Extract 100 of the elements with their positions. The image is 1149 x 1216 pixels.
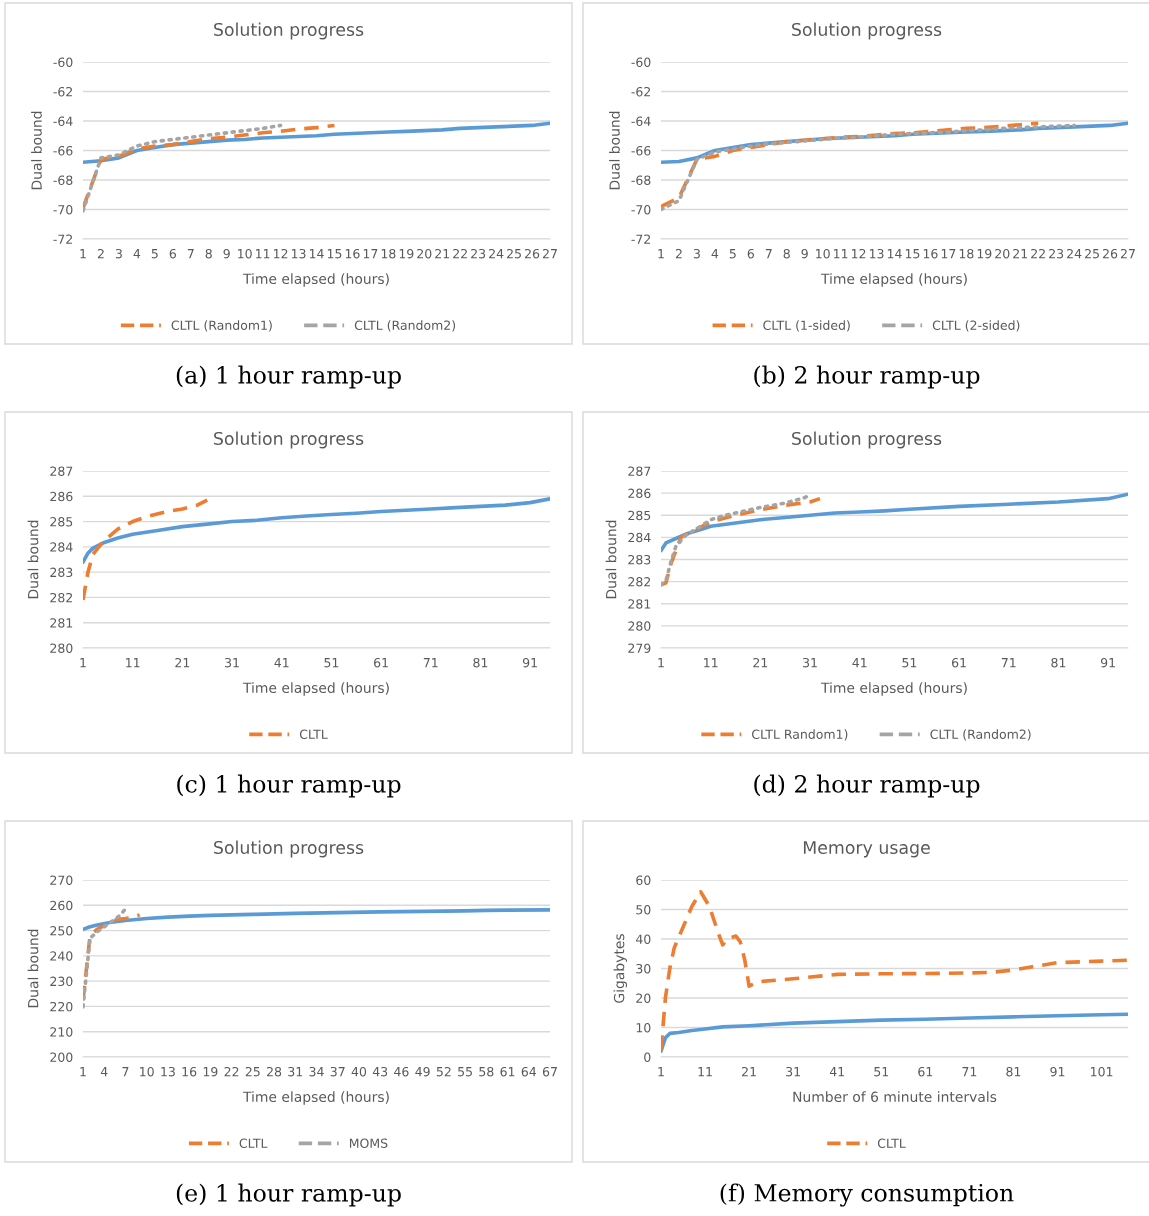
x-tick-label: 46 xyxy=(394,1066,409,1077)
x-tick-label: 25 xyxy=(507,248,521,259)
text: (f) Memory consumption xyxy=(720,1183,1014,1207)
y-axis-title: Dual bound xyxy=(27,929,39,1008)
x-axis-title: Time elapsed (hours) xyxy=(820,682,967,696)
y-tick-label: -60 xyxy=(631,57,651,67)
x-tick-label: 37 xyxy=(330,1066,345,1077)
x-tick-label: 1 xyxy=(658,1067,664,1077)
y-tick-label: 60 xyxy=(636,875,651,885)
x-tick-label: 25 xyxy=(1085,248,1099,259)
x-tick-label: 26 xyxy=(1103,248,1118,259)
x-tick-label: 1 xyxy=(658,249,664,259)
y-tick-label: 0 xyxy=(644,1052,651,1062)
x-tick-label: 15 xyxy=(905,249,920,259)
text: (d) 2 hour ramp-up xyxy=(754,774,980,798)
x-tick-label: 7 xyxy=(187,249,194,259)
x-tick-label: 9 xyxy=(801,248,808,259)
text: (a) 1 hour ramp-up xyxy=(176,365,401,389)
x-tick-label: 31 xyxy=(803,657,817,668)
x-tick-label: 10 xyxy=(238,248,252,259)
x-tick-label: 1 xyxy=(80,249,86,259)
x-tick-label: 15 xyxy=(327,249,342,259)
x-tick-label: 34 xyxy=(309,1066,324,1077)
y-tick-label: 50 xyxy=(636,904,651,915)
x-tick-label: 13 xyxy=(869,248,884,259)
x-tick-label: 13 xyxy=(291,248,306,259)
y-axis-title: Dual bound xyxy=(609,111,620,190)
y-tick-label: 283 xyxy=(50,567,73,578)
x-tick-label: 16 xyxy=(182,1066,197,1077)
x-tick-label: 8 xyxy=(783,248,790,259)
y-tick-label: -64 xyxy=(53,116,73,126)
y-tick-label: 279 xyxy=(628,643,651,653)
y-tick-label: 281 xyxy=(50,618,73,628)
x-tick-label: 71 xyxy=(962,1067,977,1077)
x-tick-label: 2 xyxy=(97,248,104,259)
legend-label: CLTL (Random1) xyxy=(171,320,272,332)
y-tick-label: 287 xyxy=(50,466,73,476)
y-tick-label: 281 xyxy=(628,599,651,609)
x-tick-label: 61 xyxy=(500,1066,515,1077)
y-tick-label: 284 xyxy=(50,542,73,552)
y-tick-label: 260 xyxy=(50,900,73,911)
x-tick-label: 11 xyxy=(698,1067,712,1077)
x-tick-label: 17 xyxy=(363,249,378,259)
legend-label: CLTL (1-sided) xyxy=(763,320,850,332)
x-tick-label: 4 xyxy=(133,249,141,259)
x-axis-title: Time elapsed (hours) xyxy=(242,273,389,287)
x-tick-label: 20 xyxy=(995,248,1010,259)
x-tick-label: 19 xyxy=(203,1066,218,1077)
y-tick-label: -66 xyxy=(631,145,651,156)
x-tick-label: 51 xyxy=(874,1067,889,1077)
y-tick-label: 284 xyxy=(628,532,651,543)
y-tick-label: 285 xyxy=(50,517,73,527)
x-tick-label: 14 xyxy=(887,249,902,259)
y-tick-label: 200 xyxy=(50,1052,73,1062)
x-tick-label: 22 xyxy=(224,1066,239,1077)
y-tick-label: 240 xyxy=(50,951,73,961)
x-tick-label: 7 xyxy=(765,249,772,259)
x-tick-label: 24 xyxy=(1067,248,1082,259)
x-axis-title: Number of 6 minute intervals xyxy=(793,1091,997,1103)
x-axis-title: Time elapsed (hours) xyxy=(242,1091,389,1105)
x-tick-label: 61 xyxy=(374,657,388,668)
y-tick-label: 220 xyxy=(50,1001,73,1012)
x-axis-title: Time elapsed (hours) xyxy=(820,273,967,287)
y-tick-label: -70 xyxy=(631,204,651,215)
x-tick-label: 3 xyxy=(693,248,700,259)
legend-label: MOMS xyxy=(349,1138,388,1148)
x-tick-label: 19 xyxy=(977,248,992,259)
y-tick-label: 285 xyxy=(628,510,651,521)
x-tick-label: 61 xyxy=(918,1066,933,1077)
x-tick-label: 14 xyxy=(309,249,324,259)
chart-title: Memory usage xyxy=(803,841,930,858)
x-tick-label: 21 xyxy=(742,1066,756,1077)
x-tick-label: 41 xyxy=(852,658,867,668)
y-tick-label: 30 xyxy=(636,963,651,974)
y-tick-label: -62 xyxy=(631,86,651,97)
x-axis-title: Time elapsed (hours) xyxy=(242,682,389,696)
x-tick-label: 27 xyxy=(542,248,557,259)
x-tick-label: 71 xyxy=(423,658,438,668)
x-tick-label: 11 xyxy=(704,658,718,668)
x-tick-label: 21 xyxy=(1013,248,1028,259)
x-tick-label: 51 xyxy=(324,658,339,668)
x-tick-label: 1 xyxy=(80,1067,86,1077)
y-tick-label: -72 xyxy=(53,234,73,244)
text: (b) 2 hour ramp-up xyxy=(754,365,980,389)
legend-label: CLTL Random1) xyxy=(752,729,848,741)
y-tick-label: 270 xyxy=(50,875,73,885)
x-tick-label: 51 xyxy=(902,658,917,668)
y-tick-label: 10 xyxy=(636,1022,651,1033)
chart-title: Solution progress xyxy=(214,431,364,449)
x-tick-label: 31 xyxy=(288,1066,303,1077)
x-tick-label: 58 xyxy=(479,1066,494,1077)
x-tick-label: 28 xyxy=(267,1066,282,1077)
x-tick-label: 55 xyxy=(458,1067,472,1077)
x-tick-label: 67 xyxy=(542,1066,557,1077)
y-tick-label: 286 xyxy=(50,491,73,502)
text: (e) 1 hour ramp-up xyxy=(176,1183,401,1207)
x-tick-label: 64 xyxy=(521,1066,537,1077)
x-tick-label: 10 xyxy=(816,248,830,259)
x-tick-label: 10 xyxy=(140,1066,154,1077)
x-tick-label: 7 xyxy=(122,1067,129,1077)
